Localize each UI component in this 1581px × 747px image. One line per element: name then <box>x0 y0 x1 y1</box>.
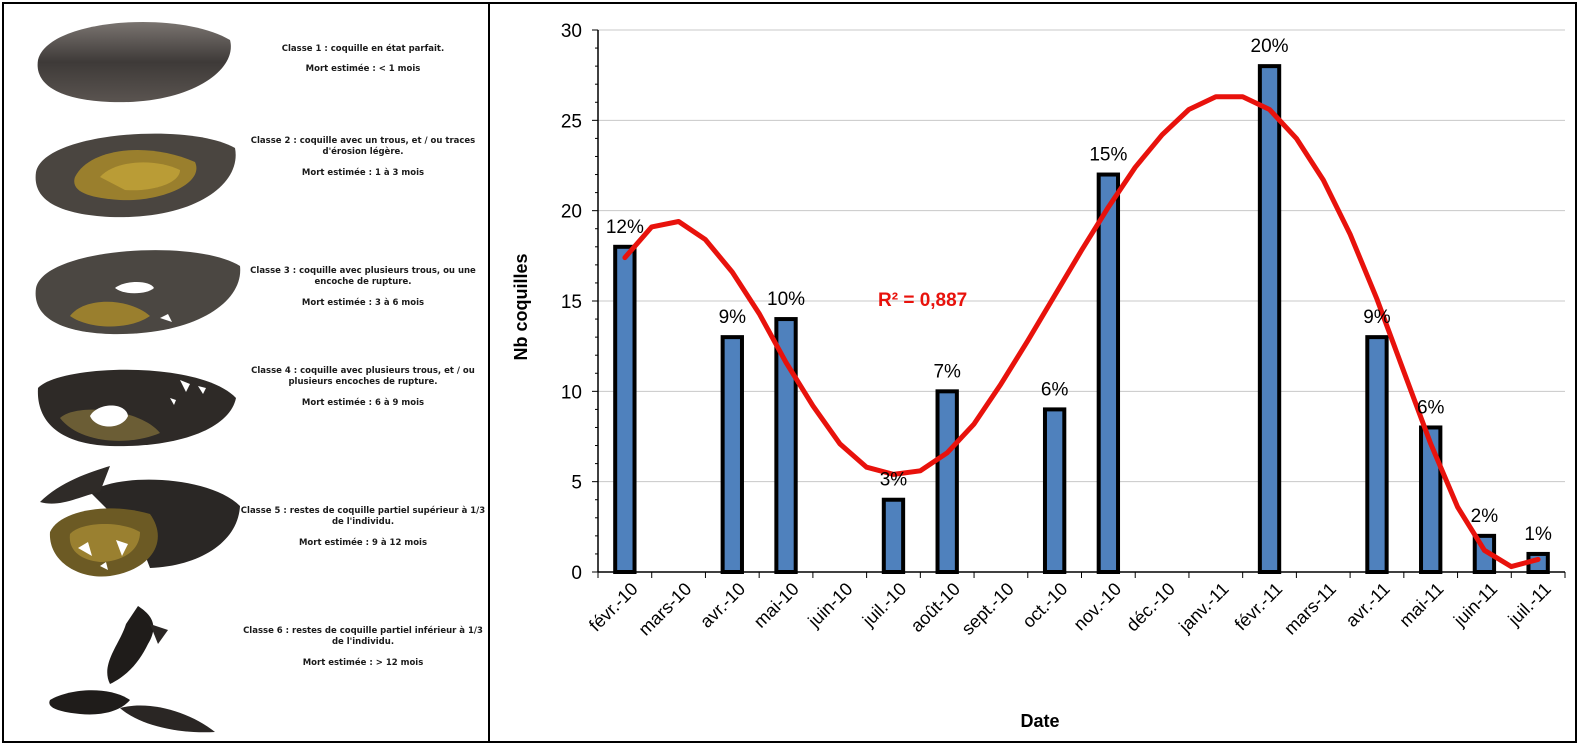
class-3-estimate: Mort estimée : 3 à 6 mois <box>301 297 425 308</box>
class-2-row: Classe 2 : coquille avec un trous, et / … <box>4 122 488 222</box>
data-label: 3% <box>880 470 908 491</box>
class-2-estimate: Mort estimée : 1 à 3 mois <box>301 167 425 178</box>
data-label: 2% <box>1471 506 1499 527</box>
x-tick-label: mai-11 <box>1395 579 1447 631</box>
shell-classes-panel: Classe 1 : coquille en état parfait. Mor… <box>4 4 488 741</box>
y-tick-label: 25 <box>561 111 582 132</box>
class-1-label: Classe 1 : coquille en état parfait. Mor… <box>238 44 488 76</box>
x-tick-label: août-10 <box>907 579 964 636</box>
y-axis-title: Nb coquilles <box>511 253 531 360</box>
class-5-estimate: Mort estimée : 9 à 12 mois <box>298 537 428 548</box>
x-tick-label: déc.-10 <box>1122 579 1179 636</box>
x-tick-label: juil.-10 <box>858 579 910 631</box>
class-1-description: Classe 1 : coquille en état parfait. <box>281 44 445 54</box>
class-1-estimate: Mort estimée : < 1 mois <box>305 64 421 75</box>
panel-divider <box>488 2 490 743</box>
class-6-description: Classe 6 : restes de coquille partiel in… <box>243 626 483 648</box>
bar <box>881 497 906 575</box>
bar <box>1257 64 1282 575</box>
class-6-estimate: Mort estimée : > 12 mois <box>302 657 424 668</box>
bars <box>613 64 1550 575</box>
class-6-label: Classe 6 : restes de coquille partiel in… <box>238 626 488 669</box>
class-5-label: Classe 5 : restes de coquille partiel su… <box>238 506 488 549</box>
bar <box>774 317 798 575</box>
class-4-description: Classe 4 : coquille avec plusieurs trous… <box>251 366 475 388</box>
class-3-description: Classe 3 : coquille avec plusieurs trous… <box>250 266 476 288</box>
class-1-row: Classe 1 : coquille en état parfait. Mor… <box>4 10 488 110</box>
class-4-estimate: Mort estimée : 6 à 9 mois <box>301 397 425 408</box>
x-tick-label: avr.-10 <box>696 579 749 632</box>
class-3-shell-image <box>35 250 241 335</box>
data-label: 10% <box>767 289 805 310</box>
class-3-label: Classe 3 : coquille avec plusieurs trous… <box>238 266 488 309</box>
y-tick-label: 20 <box>561 202 582 223</box>
x-tick-label: sept.-10 <box>958 579 1018 639</box>
data-label: 7% <box>933 361 961 382</box>
class-2-description: Classe 2 : coquille avec un trous, et / … <box>250 136 476 158</box>
data-label: 9% <box>1363 307 1391 328</box>
class-1-shell-image <box>37 21 231 103</box>
class-4-shell-image <box>37 369 237 447</box>
x-tick-label: janv.-11 <box>1174 579 1232 637</box>
x-tick-label: juin-11 <box>1449 579 1501 631</box>
class-4-row: Classe 4 : coquille avec plusieurs trous… <box>4 358 488 454</box>
data-label: 1% <box>1524 524 1552 545</box>
data-label: 15% <box>1089 145 1127 166</box>
x-tick-label: févr.-10 <box>585 579 642 636</box>
data-label: 6% <box>1417 397 1445 418</box>
r2-label: R² = 0,887 <box>878 290 967 311</box>
gridlines <box>598 29 1565 483</box>
class-5-shell-image <box>40 466 240 577</box>
bar <box>1096 172 1121 575</box>
trend-line <box>622 94 1541 570</box>
class-5-description: Classe 5 : restes de coquille partiel su… <box>240 506 486 528</box>
y-tick-label: 15 <box>561 292 582 313</box>
data-label: 9% <box>719 307 747 328</box>
x-tick-label: mars-10 <box>635 579 696 640</box>
x-tick-label: févr.-11 <box>1231 579 1287 635</box>
x-tick-label: juil.-11 <box>1504 579 1555 630</box>
data-label: 20% <box>1251 36 1289 57</box>
x-tick-label: juin-10 <box>804 579 857 632</box>
y-tick-label: 5 <box>571 473 582 494</box>
x-tick-label: mai-10 <box>750 579 803 632</box>
x-tick-label: avr.-11 <box>1342 579 1394 631</box>
x-tick-label: nov.-10 <box>1070 579 1126 635</box>
bar <box>1042 407 1067 574</box>
data-labels: 12% 9% 10% 3% 7% 6% 15% 20% 9% 6% 2% 1% <box>606 36 1552 545</box>
data-label: 12% <box>606 217 644 238</box>
class-6-row: Classe 6 : restes de coquille partiel in… <box>4 604 488 741</box>
class-6-shell-image <box>49 606 215 733</box>
bar <box>613 244 637 575</box>
bar <box>935 389 959 575</box>
bar <box>720 335 744 574</box>
class-2-shell-image <box>35 133 236 218</box>
y-axis-ticks: 0 5 10 15 20 25 30 <box>561 21 598 584</box>
class-4-label: Classe 4 : coquille avec plusieurs trous… <box>238 366 488 409</box>
bar <box>1365 335 1389 574</box>
y-tick-label: 10 <box>561 382 582 403</box>
x-tick-label: oct.-10 <box>1018 579 1071 632</box>
data-label: 6% <box>1041 379 1069 400</box>
x-tick-label: mars-11 <box>1280 579 1340 639</box>
class-2-label: Classe 2 : coquille avec un trous, et / … <box>238 136 488 179</box>
class-5-row: Classe 5 : restes de coquille partiel su… <box>4 462 488 592</box>
y-tick-label: 30 <box>561 21 582 42</box>
class-3-row: Classe 3 : coquille avec plusieurs trous… <box>4 236 488 340</box>
x-axis-title: Date <box>1020 711 1059 731</box>
y-tick-label: 0 <box>571 563 582 584</box>
